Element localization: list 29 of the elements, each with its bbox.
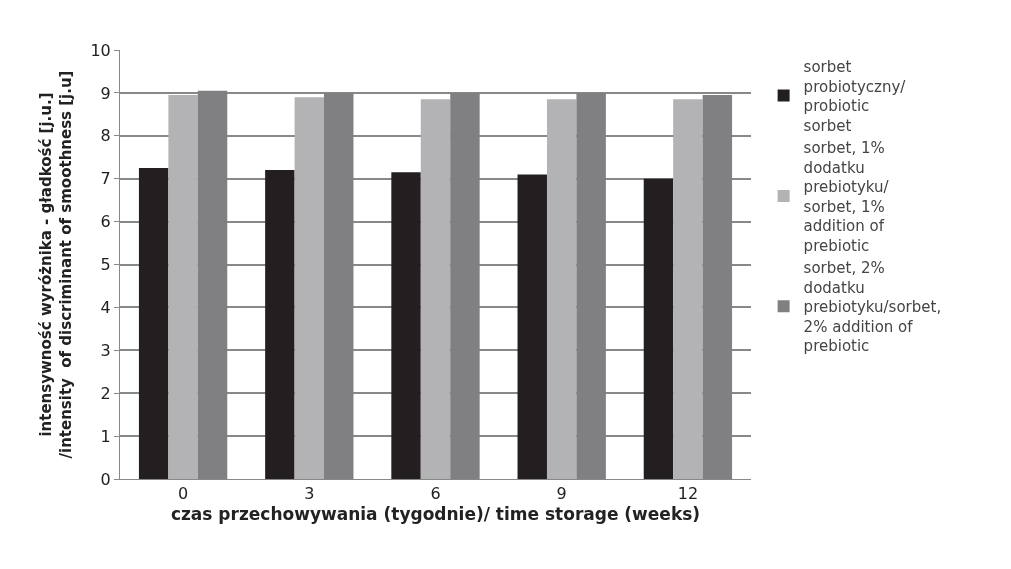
y-tick-label: 10 xyxy=(90,40,111,60)
legend-label: sorbet, 2% dodatku prebiotyku/sorbet, 2% addition of prebiotic xyxy=(803,259,942,356)
x-tick-label: 9 xyxy=(556,484,567,504)
y-tick-label: 5 xyxy=(100,255,111,275)
x-tick-label: 12 xyxy=(677,484,699,504)
y-tick-label: 8 xyxy=(100,126,111,146)
x-tick-label: 0 xyxy=(178,484,189,504)
bar xyxy=(546,99,577,479)
y-axis-title: intensywność wyróżnika - gładkość [j.u.] /intensity of discriminant of smoothness [j.u] xyxy=(37,70,75,459)
y-tick-label: 6 xyxy=(100,212,111,232)
y-tick-label: 4 xyxy=(100,298,111,317)
y-tick-label: 0 xyxy=(100,469,111,489)
bar xyxy=(138,167,169,479)
x-axis-title: czas przechowywania (tygodnie)/ time storage (weeks) xyxy=(170,503,701,524)
bar xyxy=(643,178,674,479)
y-tick-label: 2 xyxy=(100,383,111,403)
x-tick-label: 6 xyxy=(430,484,441,504)
y-tick-label: 1 xyxy=(100,426,111,446)
bar xyxy=(294,97,325,479)
bar xyxy=(517,174,547,479)
y-tick-label: 3 xyxy=(100,340,111,360)
bar xyxy=(391,172,421,479)
bar xyxy=(168,95,198,479)
bar xyxy=(420,99,451,479)
y-tick-label: 7 xyxy=(100,169,111,189)
x-tick-label: 3 xyxy=(304,484,315,504)
y-tick-label: 9 xyxy=(100,83,111,103)
bar xyxy=(673,99,703,479)
bar xyxy=(265,170,295,479)
